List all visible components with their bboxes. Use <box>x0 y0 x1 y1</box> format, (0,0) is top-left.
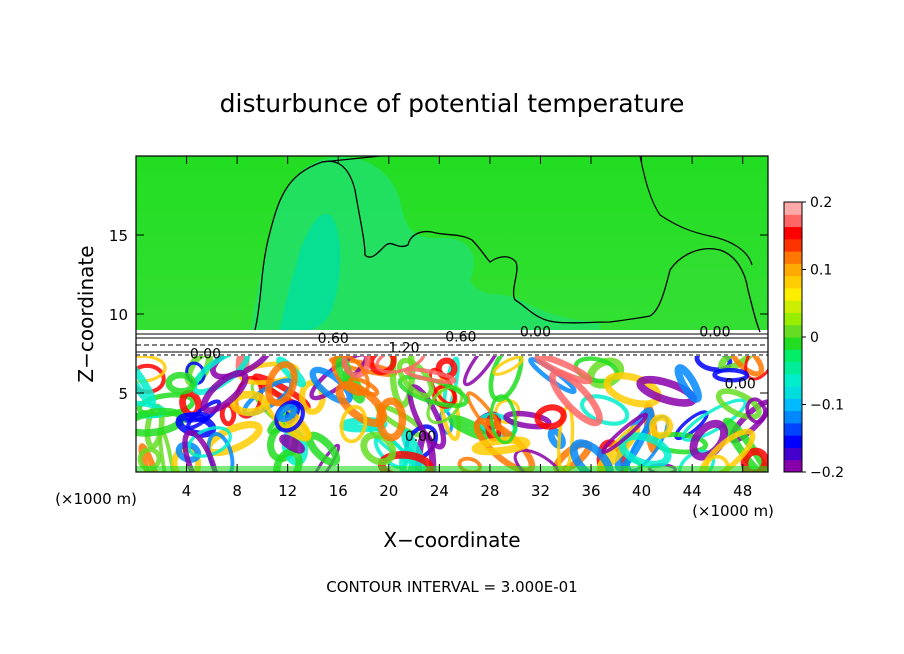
colorbar-tick-label: 0.1 <box>810 263 832 279</box>
turbulence-blob <box>376 397 407 442</box>
colorbar-swatch <box>784 275 802 289</box>
colorbar-swatch <box>784 287 802 301</box>
x-tick-label: 12 <box>278 482 297 500</box>
turbulence-blob <box>745 397 767 424</box>
turbulence-blob <box>165 371 197 395</box>
contour-label: 0.00 <box>725 377 756 393</box>
turbulence-blob <box>200 369 249 414</box>
x-tick-label: 28 <box>480 482 499 500</box>
zero-contour <box>254 160 761 333</box>
colorbar-swatch <box>784 300 802 313</box>
cloud-plume <box>250 156 600 336</box>
colorbar-swatch <box>784 386 802 399</box>
turbulence-blob <box>448 414 491 441</box>
turbulence-blob <box>698 428 756 472</box>
turbulence-blob <box>503 410 552 430</box>
bottom-strip <box>136 466 768 472</box>
turbulence-blob <box>649 414 674 439</box>
colorbar-swatch <box>784 263 802 277</box>
x-tick-label: 48 <box>733 482 752 500</box>
tropopause-lines <box>136 333 768 356</box>
colorbar-tick-label: −0.1 <box>810 398 844 414</box>
x-tick-label: 32 <box>531 482 550 500</box>
turbulence-blob <box>187 426 232 458</box>
contour-label-layer: 0.00 0.60 1.20 0.60 0.00 0.00 0.00 0.00 <box>190 325 756 445</box>
chart-title: disturbunce of potential temperature <box>220 89 685 118</box>
colorbar-swatch <box>784 226 802 240</box>
x-tick-label: 16 <box>329 482 348 500</box>
contour-label: 0.60 <box>318 331 349 347</box>
turbulence-blob <box>704 454 730 472</box>
turbulence-blob <box>276 403 298 423</box>
plot-area <box>136 156 768 472</box>
cloud-right <box>650 246 752 336</box>
x-tick-label: 8 <box>232 482 242 500</box>
x-tick-label: 4 <box>182 482 192 500</box>
colorbar-swatch <box>784 361 802 375</box>
turbulence-blob <box>674 364 702 403</box>
contour-label: 1.20 <box>388 340 419 356</box>
turbulence-blob <box>265 361 298 407</box>
y-axis-title: Z−coordinate <box>74 245 98 382</box>
lower-colored-blobs <box>136 333 768 472</box>
colorbar-swatch <box>784 410 802 424</box>
colorbar-swatch <box>784 373 802 387</box>
turbulence-blob <box>229 390 269 417</box>
turbulence-blob <box>549 369 603 427</box>
turbulence-blob <box>513 448 564 472</box>
y-tick-label: 15 <box>109 227 128 245</box>
turbulence-blob <box>601 412 649 455</box>
contour-label: 0.00 <box>405 429 436 445</box>
colorbar-swatch <box>784 349 802 363</box>
turbulence-blob <box>331 353 371 396</box>
x-tick-label: 36 <box>581 482 600 500</box>
contour-label: 0.00 <box>699 325 730 341</box>
colorbar-tick-label: −0.2 <box>810 465 844 481</box>
colorbar-swatch <box>784 337 802 350</box>
x-tick-label: 44 <box>683 482 702 500</box>
turbulence-blob <box>712 367 750 383</box>
x-axis-title: X−coordinate <box>383 528 520 552</box>
x-axis: 4 8 12 16 20 24 28 32 36 40 44 48 <box>182 156 752 500</box>
contour-interval-text: CONTOUR INTERVAL = 3.000E-01 <box>326 578 577 596</box>
turbulence-blob <box>284 416 312 441</box>
y-tick-label: 5 <box>118 385 128 403</box>
cloud-core <box>280 214 341 332</box>
turbulence-blob <box>136 356 157 407</box>
colorbar-swatch <box>784 422 802 436</box>
contour-label: 0.00 <box>520 325 551 341</box>
x-tick-label: 24 <box>430 482 449 500</box>
colorbar-tick-label: 0.2 <box>810 195 832 211</box>
colorbar-swatch <box>784 238 802 252</box>
turbulence-blob <box>715 388 762 420</box>
turbulence-blob <box>399 446 416 472</box>
colorbar-swatch <box>784 324 802 338</box>
colorbar-swatch <box>784 251 802 264</box>
colorbar: 0.2 0.1 0 −0.1 −0.2 <box>783 195 844 481</box>
colorbar-swatch <box>784 459 802 473</box>
turbulence-blob <box>534 404 567 430</box>
turbulence-blob <box>492 355 524 376</box>
y-tick-label: 10 <box>109 306 128 324</box>
x-unit-right: (×1000 m) <box>692 502 774 520</box>
turbulence-blob <box>339 404 368 444</box>
colorbar-swatch <box>784 447 802 461</box>
colorbar-tick-label: 0 <box>810 330 819 346</box>
x-tick-label: 20 <box>379 482 398 500</box>
colorbar-swatch <box>784 312 802 326</box>
turbulence-blob <box>489 394 518 445</box>
turbulence-blob <box>279 434 305 454</box>
colorbar-swatch <box>784 435 802 448</box>
contour-label: 0.60 <box>445 329 476 345</box>
colorbar-swatch <box>784 398 802 412</box>
colorbar-swatch <box>784 214 802 228</box>
x-tick-label: 40 <box>632 482 651 500</box>
turbulence-blob <box>403 367 457 385</box>
y-axis: 5 10 15 <box>109 227 768 403</box>
colorbar-swatch <box>784 202 802 215</box>
contour-label: 0.00 <box>190 347 221 363</box>
x-unit-left: (×1000 m) <box>55 490 137 508</box>
